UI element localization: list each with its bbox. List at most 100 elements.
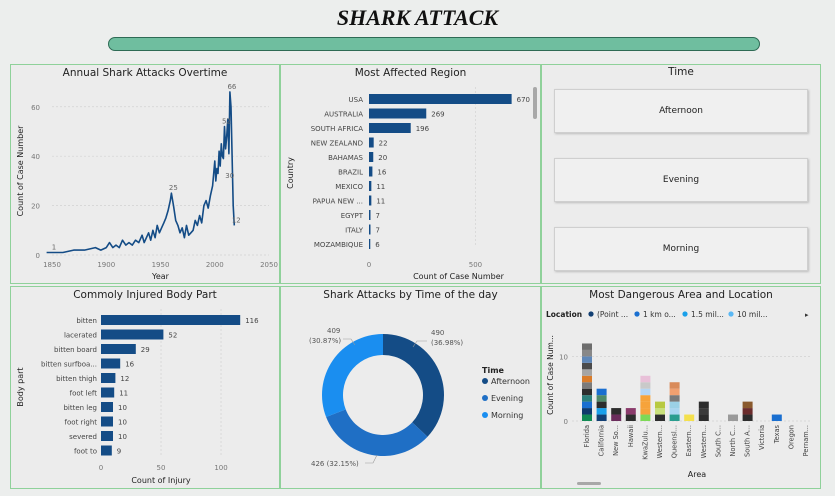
bar-segment — [640, 401, 651, 409]
chart-title: Most Dangerous Area and Location — [589, 289, 773, 301]
category-label: PAPUA NEW ... — [313, 198, 363, 206]
data-label: 11 — [376, 198, 385, 206]
data-label: 52 — [222, 118, 231, 126]
bar — [101, 445, 112, 456]
data-label: 10 — [118, 404, 127, 412]
category-label: foot right — [65, 419, 98, 427]
panel-dangerous-area[interactable]: Most Dangerous Area and Location Locatio… — [541, 286, 821, 489]
bar — [369, 224, 371, 235]
bar — [101, 387, 115, 398]
bar-segment — [582, 414, 592, 421]
data-label: 10 — [118, 419, 127, 427]
data-label: 9 — [117, 448, 121, 456]
x-axis-title: Area — [688, 470, 707, 479]
category-label: KwaZulu... — [641, 425, 649, 460]
data-label: 116 — [245, 317, 259, 325]
bar — [101, 329, 164, 340]
data-label: 16 — [377, 169, 386, 177]
page-title: SHARK ATTACK — [336, 5, 499, 30]
data-label: 66 — [227, 83, 236, 91]
x-tick-label: 1950 — [152, 261, 170, 269]
category-label: bitten surfboa... — [41, 361, 97, 369]
bar — [101, 416, 113, 427]
data-label: 7 — [375, 227, 379, 235]
annual-chart-svg: 0 20 40 60 1850 1900 1950 2000 2050 1 25 52 66 30 12 Ye… — [16, 83, 278, 281]
category-label: foot left — [70, 390, 98, 398]
bar-segment — [742, 401, 753, 409]
bar-segment — [596, 408, 607, 415]
data-label: 426 (32.15%) — [311, 460, 359, 468]
data-label: 196 — [416, 125, 430, 133]
slicer-option-evening[interactable]: Evening — [554, 158, 808, 202]
category-label: ITALY — [345, 227, 364, 235]
bar-segment — [596, 401, 607, 409]
chart-title: Most Affected Region — [354, 67, 467, 79]
scrollbar[interactable] — [577, 482, 601, 485]
category-label: bitten — [76, 317, 97, 325]
scrollbar[interactable] — [533, 87, 537, 119]
data-label: 269 — [431, 111, 444, 119]
area-chart-svg: Location (Point ... 1 km o... 1.5 mil... 10 … — [546, 310, 812, 485]
panel-affected-region[interactable]: Most Affected Region USA 670 AUSTRALIA 269 S… — [280, 64, 541, 284]
legend-marker — [482, 378, 488, 384]
data-label: 670 — [517, 96, 530, 104]
bar-segment — [582, 369, 592, 376]
bar-segment — [640, 382, 651, 389]
x-axis-title: Year — [151, 272, 170, 281]
bar — [369, 108, 427, 119]
data-label-pct: (36.98%) — [431, 339, 463, 347]
category-label: Western... — [656, 425, 664, 458]
x-tick-label: 0 — [367, 261, 371, 269]
data-label: 22 — [379, 140, 388, 148]
header-decoration-bar — [108, 37, 760, 51]
data-label: 30 — [225, 172, 234, 180]
bar-segment — [698, 408, 709, 415]
y-axis-title: Country — [286, 157, 295, 189]
bar-segment — [611, 408, 622, 415]
panel-annual-attacks[interactable]: Annual Shark Attacks Overtime 0 20 40 60 185… — [10, 64, 280, 284]
x-tick-label: 2000 — [206, 261, 224, 269]
data-label: 25 — [169, 184, 178, 192]
bar-segment — [640, 395, 651, 402]
y-tick-label: 60 — [31, 104, 40, 112]
x-tick-label: 1850 — [43, 261, 61, 269]
bar-segment — [582, 356, 592, 363]
panel-body-part[interactable]: Commoly Injured Body Part bitten 116 lacer… — [10, 286, 280, 489]
category-label: SOUTH AFRICA — [311, 125, 363, 133]
bar-segment — [771, 414, 782, 421]
bar-segment — [582, 375, 592, 383]
bar — [369, 166, 373, 177]
category-label: EGYPT — [341, 212, 364, 220]
slicer-option-afternoon[interactable]: Afternoon — [554, 89, 808, 133]
panel-time-slicer[interactable]: Time Afternoon Evening Morning — [541, 64, 821, 284]
y-tick-label: 20 — [31, 203, 40, 211]
donut-chart-svg: 490 (36.98%) 426 (32.15%) 409 (30.87%) Time Af… — [309, 327, 530, 468]
bar — [101, 402, 113, 412]
category-label: severed — [69, 433, 97, 441]
panel-time-of-day[interactable]: Shark Attacks by Time of the day 490 (36.… — [280, 286, 541, 489]
legend-marker — [682, 311, 688, 317]
slicer-option-morning[interactable]: Morning — [554, 227, 808, 271]
bar-segment — [742, 408, 753, 415]
series-line — [46, 91, 236, 254]
x-tick-label: 1900 — [97, 261, 115, 269]
bar — [101, 373, 116, 383]
category-label: New So... — [612, 425, 620, 456]
legend-label: Evening — [491, 394, 523, 403]
legend-marker — [588, 311, 594, 317]
bar — [369, 152, 374, 162]
bar-segment — [655, 401, 665, 409]
bar-segment — [582, 388, 592, 396]
bar — [369, 181, 372, 191]
bar — [369, 94, 512, 104]
category-label: Florida — [583, 425, 591, 447]
bar-segment — [640, 414, 651, 421]
bar-segment — [669, 401, 680, 409]
data-label: 6 — [375, 241, 380, 249]
category-label: NEW ZEALAND — [311, 140, 363, 148]
legend-title: Time — [482, 366, 505, 375]
category-label: MOZAMBIQUE — [314, 241, 363, 249]
x-tick-label: 0 — [99, 464, 103, 472]
bar-segment — [640, 375, 651, 383]
